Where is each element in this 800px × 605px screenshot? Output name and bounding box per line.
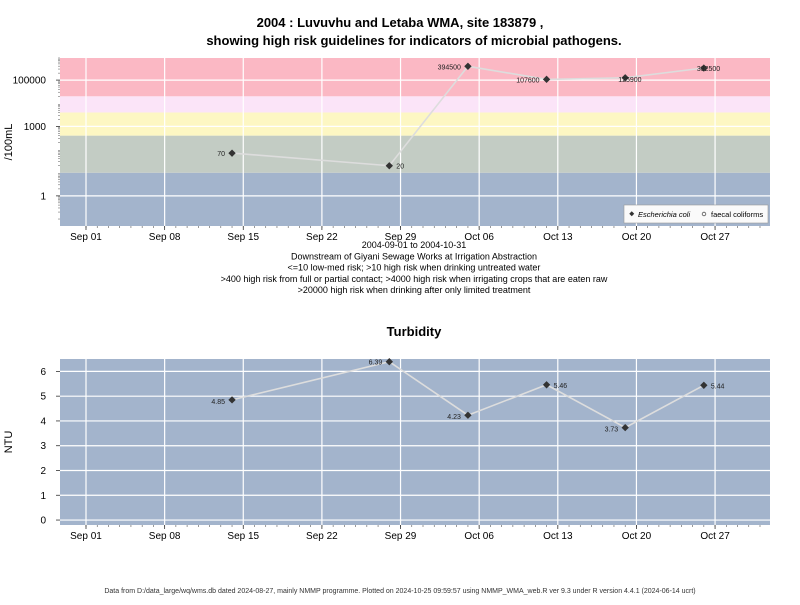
chart1-x-tick-label: Sep 22	[306, 232, 338, 243]
chart2-y-tick-label: 1	[40, 491, 46, 502]
chart1-caption-line: Downstream of Giyani Sewage Works at Irr…	[291, 251, 537, 261]
chart2-data-label: 5.46	[554, 383, 568, 390]
chart2-data-label: 4.85	[211, 399, 225, 406]
chart1-caption-line: <=10 low-med risk; >10 high risk when dr…	[288, 263, 541, 273]
chart2-x-tick-label: Oct 27	[700, 531, 730, 542]
chart1-data-label: 107600	[516, 77, 539, 84]
chart1-data-label: 394500	[438, 64, 461, 71]
chart2-data-label: 6.39	[369, 360, 383, 367]
chart1-legend-label-ecoli: Escherichia coli	[638, 210, 690, 219]
chart2-y-tick-label: 0	[40, 516, 46, 527]
chart1-x-tick-label: Oct 27	[700, 232, 730, 243]
chart2-data-label: 5.44	[711, 383, 725, 390]
chart2-x-tick-label: Sep 22	[306, 531, 338, 542]
chart1-legend-label-fc: faecal coliforms	[711, 210, 763, 219]
chart1-legend-marker-ecoli	[629, 211, 635, 217]
chart1-y-tick-label: 1000	[24, 122, 47, 133]
chart1-x-tick-label: Oct 20	[622, 232, 652, 243]
chart2-data-label: 3.73	[605, 427, 619, 434]
chart1-data-label: 332500	[697, 66, 720, 73]
chart2-x-tick-label: Sep 01	[70, 531, 102, 542]
chart1-subtitle: showing high risk guidelines for indicat…	[206, 33, 621, 48]
chart1-data-point	[621, 74, 629, 82]
chart2-data-point	[385, 358, 393, 366]
chart2-y-tick-label: 6	[40, 367, 46, 378]
chart1-data-label: 20	[396, 164, 404, 171]
chart1-x-tick-label: Sep 29	[385, 232, 417, 243]
footer-note: Data from D:/data_large/wq/wms.db dated …	[104, 588, 696, 595]
chart2-data-point	[464, 411, 472, 419]
chart1-x-tick-label: Oct 06	[464, 232, 494, 243]
chart2-data-point	[542, 381, 551, 389]
chart1-legend-marker-fc	[701, 211, 707, 217]
chart1-data-label: 125900	[618, 77, 641, 84]
chart1-y-axis-label: /100mL	[3, 124, 15, 161]
chart2-x-tick-label: Sep 15	[227, 531, 259, 542]
chart1-y-tick-label: 1	[40, 191, 46, 202]
chart2-x-tick-label: Oct 06	[464, 531, 494, 542]
chart1-risk-band	[60, 58, 770, 97]
chart1-series-line	[231, 65, 704, 167]
chart1-x-tick-label: Oct 13	[543, 232, 573, 243]
chart1-x-tick-label: Sep 01	[70, 232, 102, 243]
chart1-x-tick-label: Sep 08	[149, 232, 181, 243]
chart1-title: 2004 : Luvuvhu and Letaba WMA, site 1838…	[257, 15, 544, 30]
chart1-data-point	[542, 75, 551, 84]
chart2-y-tick-label: 3	[40, 441, 46, 452]
chart1-risk-band	[60, 96, 770, 113]
chart1-data-label: 70	[217, 151, 225, 158]
chart1-caption-line: >20000 high risk when drinking after onl…	[298, 285, 531, 295]
chart2-y-tick-label: 2	[40, 466, 46, 477]
chart1-caption-line: >400 high risk from full or partial cont…	[221, 274, 608, 284]
chart2-x-tick-label: Sep 29	[385, 531, 417, 542]
chart2-data-label: 4.23	[447, 414, 461, 421]
chart2-y-tick-label: 4	[40, 416, 46, 427]
chart2-x-tick-label: Oct 20	[622, 531, 652, 542]
chart2-series-line	[231, 360, 705, 429]
chart1-caption-line: 2004-09-01 to 2004-10-31	[362, 240, 467, 250]
chart2-plot-background	[60, 359, 770, 525]
chart1-risk-band	[60, 135, 770, 173]
chart1-y-tick-label: 100000	[13, 76, 47, 87]
chart2-x-tick-label: Sep 08	[149, 531, 181, 542]
chart1-risk-band	[60, 112, 770, 136]
chart2-data-point	[700, 381, 708, 389]
chart2-y-tick-label: 5	[40, 392, 46, 403]
chart2-y-axis-label: NTU	[3, 431, 15, 454]
chart2-x-tick-label: Oct 13	[543, 531, 573, 542]
chart1-legend-box	[623, 204, 769, 224]
chart2-data-point	[621, 423, 629, 432]
chart1-x-tick-label: Sep 15	[227, 232, 259, 243]
chart2-title: Turbidity	[387, 324, 442, 339]
